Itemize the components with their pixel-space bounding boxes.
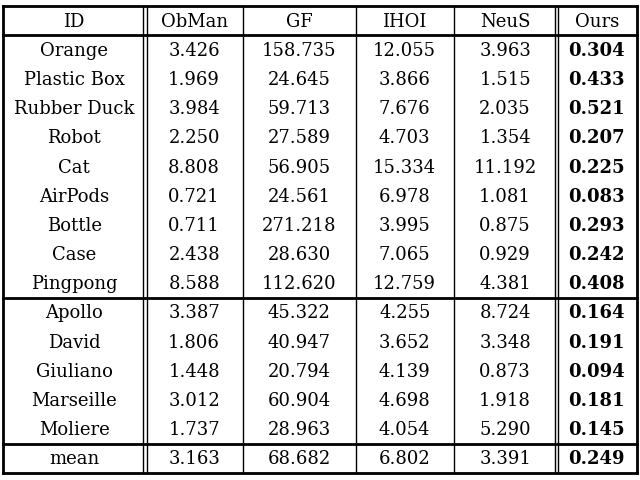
Text: 20.794: 20.794 — [268, 362, 331, 380]
Text: 0.711: 0.711 — [168, 216, 220, 234]
Text: GF: GF — [286, 13, 313, 31]
Text: 0.249: 0.249 — [568, 449, 625, 467]
Text: 6.802: 6.802 — [379, 449, 431, 467]
Text: 0.207: 0.207 — [568, 129, 625, 147]
Text: 59.713: 59.713 — [268, 100, 331, 118]
Text: 3.866: 3.866 — [379, 71, 431, 89]
Text: 4.054: 4.054 — [379, 420, 431, 438]
Text: AirPods: AirPods — [39, 187, 109, 205]
Text: 3.012: 3.012 — [168, 391, 220, 409]
Text: 0.408: 0.408 — [568, 275, 625, 293]
Text: Cat: Cat — [58, 158, 90, 176]
Text: Robot: Robot — [47, 129, 101, 147]
Text: 271.218: 271.218 — [262, 216, 337, 234]
Text: Giuliano: Giuliano — [36, 362, 113, 380]
Text: 4.703: 4.703 — [379, 129, 431, 147]
Text: 2.035: 2.035 — [479, 100, 531, 118]
Text: 1.081: 1.081 — [479, 187, 531, 205]
Text: Pingpong: Pingpong — [31, 275, 118, 293]
Text: 40.947: 40.947 — [268, 333, 331, 351]
Text: Bottle: Bottle — [47, 216, 102, 234]
Text: 0.242: 0.242 — [568, 246, 625, 264]
Text: 3.387: 3.387 — [168, 304, 220, 322]
Text: 4.381: 4.381 — [479, 275, 531, 293]
Text: ObMan: ObMan — [161, 13, 228, 31]
Text: 4.255: 4.255 — [379, 304, 430, 322]
Text: 1.806: 1.806 — [168, 333, 220, 351]
Text: 7.065: 7.065 — [379, 246, 431, 264]
Text: 0.433: 0.433 — [568, 71, 625, 89]
Text: 0.225: 0.225 — [568, 158, 625, 176]
Text: 11.192: 11.192 — [474, 158, 537, 176]
Text: 0.929: 0.929 — [479, 246, 531, 264]
Text: 15.334: 15.334 — [373, 158, 436, 176]
Text: 158.735: 158.735 — [262, 42, 337, 60]
Text: David: David — [48, 333, 100, 351]
Text: 24.561: 24.561 — [268, 187, 331, 205]
Text: 56.905: 56.905 — [268, 158, 331, 176]
Text: 3.426: 3.426 — [168, 42, 220, 60]
Text: 1.448: 1.448 — [168, 362, 220, 380]
Text: 0.304: 0.304 — [568, 42, 625, 60]
Text: IHOI: IHOI — [383, 13, 427, 31]
Text: 7.676: 7.676 — [379, 100, 431, 118]
Text: 0.875: 0.875 — [479, 216, 531, 234]
Text: 1.515: 1.515 — [479, 71, 531, 89]
Text: 3.391: 3.391 — [479, 449, 531, 467]
Text: 2.438: 2.438 — [168, 246, 220, 264]
Text: 12.759: 12.759 — [373, 275, 436, 293]
Text: 24.645: 24.645 — [268, 71, 331, 89]
Text: 112.620: 112.620 — [262, 275, 337, 293]
Text: 0.164: 0.164 — [568, 304, 625, 322]
Text: NeuS: NeuS — [480, 13, 531, 31]
Text: 28.963: 28.963 — [268, 420, 331, 438]
Text: 3.984: 3.984 — [168, 100, 220, 118]
Text: 45.322: 45.322 — [268, 304, 331, 322]
Text: 5.290: 5.290 — [479, 420, 531, 438]
Text: 0.521: 0.521 — [568, 100, 625, 118]
Text: 0.721: 0.721 — [168, 187, 220, 205]
Text: 1.918: 1.918 — [479, 391, 531, 409]
Text: 8.588: 8.588 — [168, 275, 220, 293]
Text: 1.354: 1.354 — [479, 129, 531, 147]
Text: 8.808: 8.808 — [168, 158, 220, 176]
Text: Rubber Duck: Rubber Duck — [14, 100, 134, 118]
Text: 1.737: 1.737 — [168, 420, 220, 438]
Text: 0.293: 0.293 — [568, 216, 625, 234]
Text: 3.652: 3.652 — [379, 333, 431, 351]
Text: 6.978: 6.978 — [379, 187, 431, 205]
Text: 3.348: 3.348 — [479, 333, 531, 351]
Text: Marseille: Marseille — [31, 391, 117, 409]
Text: 28.630: 28.630 — [268, 246, 331, 264]
Text: 8.724: 8.724 — [479, 304, 531, 322]
Text: 1.969: 1.969 — [168, 71, 220, 89]
Text: 3.963: 3.963 — [479, 42, 531, 60]
Text: Moliere: Moliere — [39, 420, 109, 438]
Text: 2.250: 2.250 — [168, 129, 220, 147]
Text: 0.191: 0.191 — [568, 333, 625, 351]
Text: Plastic Box: Plastic Box — [24, 71, 125, 89]
Text: 0.873: 0.873 — [479, 362, 531, 380]
Text: 4.698: 4.698 — [379, 391, 431, 409]
Text: Case: Case — [52, 246, 97, 264]
Text: 3.163: 3.163 — [168, 449, 220, 467]
Text: 68.682: 68.682 — [268, 449, 331, 467]
Text: 60.904: 60.904 — [268, 391, 331, 409]
Text: 0.181: 0.181 — [568, 391, 625, 409]
Text: Ours: Ours — [575, 13, 619, 31]
Text: mean: mean — [49, 449, 99, 467]
Text: Apollo: Apollo — [45, 304, 103, 322]
Text: 0.145: 0.145 — [568, 420, 625, 438]
Text: ID: ID — [63, 13, 85, 31]
Text: 27.589: 27.589 — [268, 129, 331, 147]
Text: 4.139: 4.139 — [379, 362, 431, 380]
Text: Orange: Orange — [40, 42, 108, 60]
Text: 0.094: 0.094 — [568, 362, 625, 380]
Text: 12.055: 12.055 — [373, 42, 436, 60]
Text: 0.083: 0.083 — [568, 187, 625, 205]
Text: 3.995: 3.995 — [379, 216, 431, 234]
